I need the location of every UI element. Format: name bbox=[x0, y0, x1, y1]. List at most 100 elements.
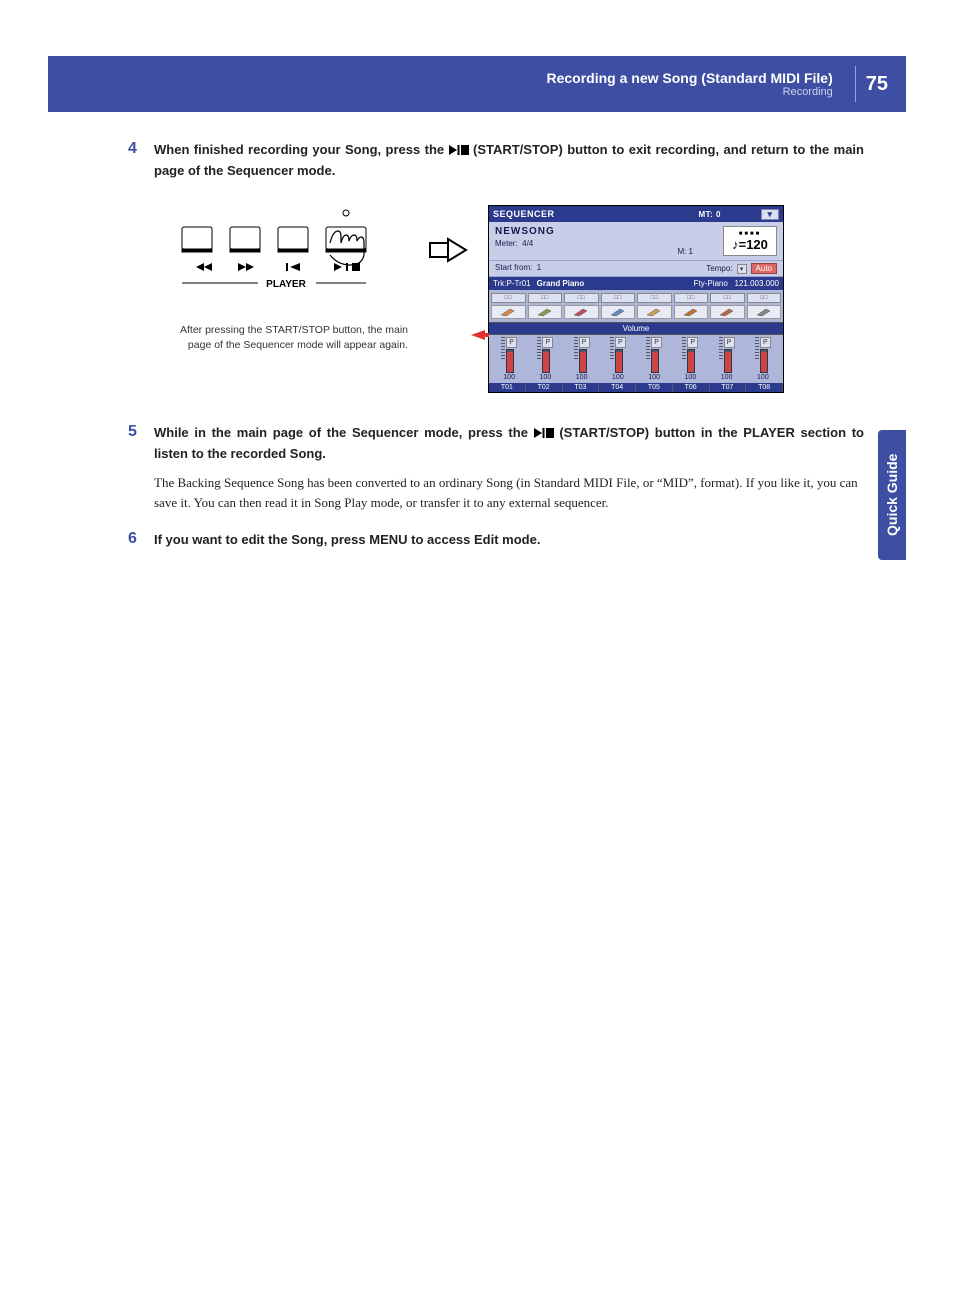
seq-instr-col[interactable]: □□ bbox=[637, 293, 672, 319]
step-6-number: 6 bbox=[128, 530, 154, 550]
seq-instr-col[interactable]: □□ bbox=[528, 293, 563, 319]
step-6: 6 If you want to edit the Song, press ME… bbox=[128, 530, 864, 550]
seq-mute-badge[interactable]: □□ bbox=[491, 293, 526, 303]
seq-tempo-dropdown[interactable]: ▾ bbox=[737, 264, 747, 274]
seq-volume-slider[interactable] bbox=[651, 349, 659, 373]
seq-slider-col[interactable]: P 100 bbox=[600, 337, 636, 381]
seq-mute-badge[interactable]: □□ bbox=[564, 293, 599, 303]
figure-row: PLAYER After pressing the START/STOP but… bbox=[168, 205, 864, 393]
seq-instr-col[interactable]: □□ bbox=[674, 293, 709, 319]
seq-p-badge[interactable]: P bbox=[615, 337, 626, 348]
figure-caption: After pressing the START/STOP button, th… bbox=[168, 323, 408, 352]
pointer-icon bbox=[471, 328, 489, 342]
seq-slider-value: 100 bbox=[685, 374, 697, 381]
seq-track-tab[interactable]: T02 bbox=[526, 383, 563, 392]
seq-track-row: Trk:P-Tr01 Grand Piano Fty-Piano 121.003… bbox=[489, 277, 783, 290]
seq-volume-slider[interactable] bbox=[506, 349, 514, 373]
seq-p-badge[interactable]: P bbox=[506, 337, 517, 348]
seq-slider-value: 100 bbox=[757, 374, 769, 381]
step-5-text-a: While in the main page of the Sequencer … bbox=[154, 425, 534, 440]
seq-trk-cat: Fty-Piano bbox=[694, 279, 728, 288]
seq-slider-value: 100 bbox=[648, 374, 660, 381]
seq-slider-col[interactable]: P 100 bbox=[745, 337, 781, 381]
seq-track-tab[interactable]: T08 bbox=[746, 383, 783, 392]
step-4-text-a: When finished recording your Song, press… bbox=[154, 142, 449, 157]
seq-instrument-icon[interactable] bbox=[564, 305, 599, 319]
seq-track-tab[interactable]: T03 bbox=[563, 383, 600, 392]
seq-meter: Meter: 4/4 bbox=[495, 239, 677, 248]
seq-tempo-value: ♪=120 bbox=[732, 237, 768, 252]
player-diagram: PLAYER After pressing the START/STOP but… bbox=[168, 205, 408, 352]
seq-slider-col[interactable]: P 100 bbox=[564, 337, 600, 381]
seq-instrument-icon[interactable] bbox=[491, 305, 526, 319]
step-6-text: If you want to edit the Song, press MENU… bbox=[154, 530, 864, 550]
side-tab-quick-guide[interactable]: Quick Guide bbox=[878, 430, 906, 560]
seq-instr-col[interactable]: □□ bbox=[601, 293, 636, 319]
seq-instrument-icon[interactable] bbox=[747, 305, 782, 319]
seq-slider-col[interactable]: P 100 bbox=[709, 337, 745, 381]
seq-mute-badge[interactable]: □□ bbox=[528, 293, 563, 303]
seq-instrument-icon[interactable] bbox=[710, 305, 745, 319]
seq-p-badge[interactable]: P bbox=[687, 337, 698, 348]
seq-info-panel: NEWSONG Meter: 4/4 M: 1 ■■■■ ♪=120 bbox=[489, 222, 783, 261]
seq-volume-slider[interactable] bbox=[687, 349, 695, 373]
step-4: 4 When finished recording your Song, pre… bbox=[128, 140, 864, 180]
seq-measure: M: 1 bbox=[677, 247, 693, 256]
seq-instrument-icon[interactable] bbox=[637, 305, 672, 319]
seq-instr-col[interactable]: □□ bbox=[491, 293, 526, 319]
seq-track-tab[interactable]: T04 bbox=[599, 383, 636, 392]
seq-sliders-row: P 100 P 100 P 100 P 100 P 100 P 100 P 100 P 100 bbox=[489, 335, 783, 383]
header-subtitle: Recording bbox=[547, 86, 833, 98]
step-4-text: When finished recording your Song, press… bbox=[154, 140, 864, 180]
seq-startfrom-row: Start from: 1 Tempo: ▾ Auto bbox=[489, 261, 783, 277]
seq-track-tab[interactable]: T06 bbox=[673, 383, 710, 392]
seq-slider-value: 100 bbox=[540, 374, 552, 381]
seq-p-badge[interactable]: P bbox=[760, 337, 771, 348]
seq-slider-col[interactable]: P 100 bbox=[527, 337, 563, 381]
seq-slider-value: 100 bbox=[612, 374, 624, 381]
seq-instrument-icon[interactable] bbox=[528, 305, 563, 319]
seq-volume-slider[interactable] bbox=[579, 349, 587, 373]
seq-volume-slider[interactable] bbox=[542, 349, 550, 373]
seq-slider-value: 100 bbox=[503, 374, 515, 381]
seq-mute-badge[interactable]: □□ bbox=[637, 293, 672, 303]
seq-volume-slider[interactable] bbox=[615, 349, 623, 373]
play-stop-icon bbox=[534, 424, 554, 444]
seq-track-tab[interactable]: T01 bbox=[489, 383, 526, 392]
seq-tempo-box[interactable]: ■■■■ ♪=120 bbox=[723, 226, 777, 256]
seq-start-value[interactable]: 1 bbox=[537, 263, 541, 274]
seq-slider-value: 100 bbox=[721, 374, 733, 381]
seq-p-badge[interactable]: P bbox=[579, 337, 590, 348]
seq-slider-col[interactable]: P 100 bbox=[491, 337, 527, 381]
seq-tempo-mode[interactable]: Auto bbox=[751, 263, 777, 274]
seq-mute-badge[interactable]: □□ bbox=[747, 293, 782, 303]
seq-volume-slider[interactable] bbox=[760, 349, 768, 373]
seq-slider-col[interactable]: P 100 bbox=[672, 337, 708, 381]
seq-mute-badge[interactable]: □□ bbox=[601, 293, 636, 303]
seq-mute-badge[interactable]: □□ bbox=[674, 293, 709, 303]
seq-song-name: NEWSONG bbox=[495, 226, 677, 237]
seq-p-badge[interactable]: P bbox=[542, 337, 553, 348]
step-4-number: 4 bbox=[128, 140, 154, 180]
seq-instr-col[interactable]: □□ bbox=[747, 293, 782, 319]
seq-volume-slider[interactable] bbox=[724, 349, 732, 373]
page-header: Recording a new Song (Standard MIDI File… bbox=[48, 56, 906, 112]
seq-menu-dropdown[interactable]: ▾ bbox=[761, 209, 779, 220]
seq-p-badge[interactable]: P bbox=[724, 337, 735, 348]
seq-title: SEQUENCER bbox=[493, 209, 555, 219]
seq-mt: MT: 0 bbox=[699, 210, 722, 219]
seq-mute-badge[interactable]: □□ bbox=[710, 293, 745, 303]
seq-slider-value: 100 bbox=[576, 374, 588, 381]
seq-instr-col[interactable]: □□ bbox=[564, 293, 599, 319]
seq-track-labels: T01T02T03T04T05T06T07T08 bbox=[489, 383, 783, 392]
player-panel-svg: PLAYER bbox=[178, 205, 398, 295]
seq-track-tab[interactable]: T05 bbox=[636, 383, 673, 392]
header-divider bbox=[855, 66, 856, 102]
seq-track-tab[interactable]: T07 bbox=[710, 383, 747, 392]
seq-instrument-icon[interactable] bbox=[674, 305, 709, 319]
seq-p-badge[interactable]: P bbox=[651, 337, 662, 348]
seq-instrument-icon[interactable] bbox=[601, 305, 636, 319]
seq-slider-col[interactable]: P 100 bbox=[636, 337, 672, 381]
arrow-icon bbox=[428, 205, 468, 295]
seq-instr-col[interactable]: □□ bbox=[710, 293, 745, 319]
